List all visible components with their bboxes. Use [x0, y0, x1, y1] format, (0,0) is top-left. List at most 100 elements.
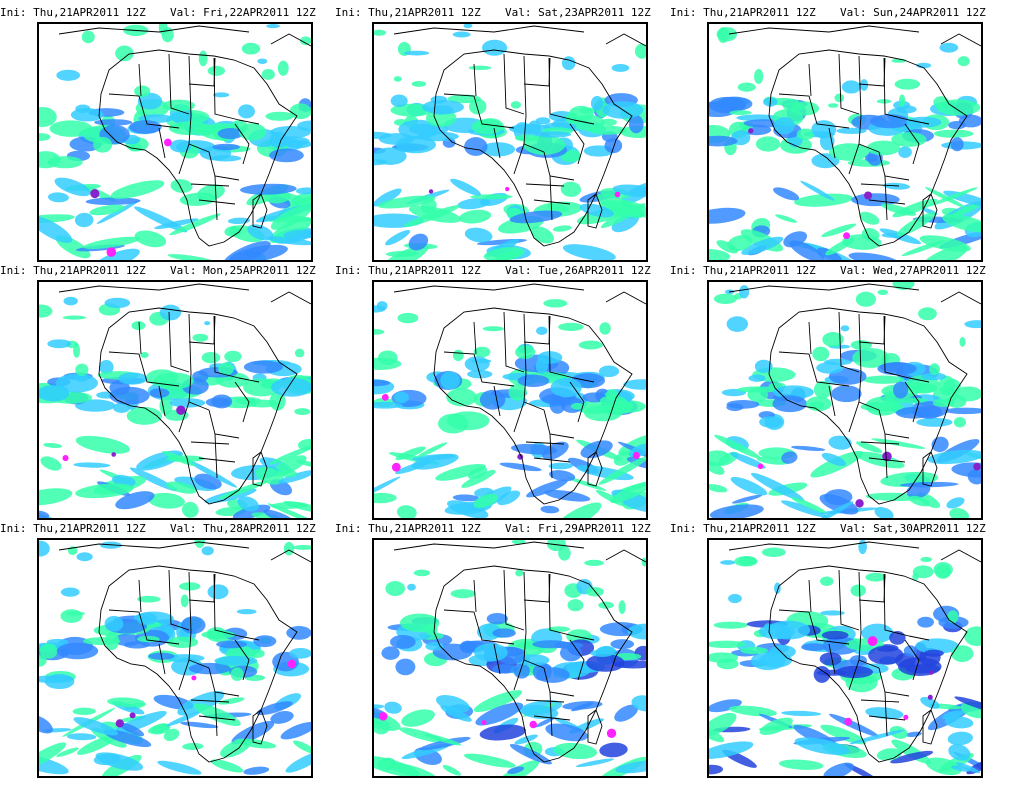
country-border [188, 571, 192, 633]
rain-cell [62, 315, 87, 320]
country-border [858, 571, 862, 633]
rain-cell [129, 120, 162, 134]
rain-cell [836, 127, 867, 135]
country-border [238, 377, 260, 383]
country-border [443, 93, 515, 129]
heavy-rain-core [903, 714, 909, 720]
heavy-rain-core [614, 191, 621, 198]
coastlines-borders [728, 541, 981, 763]
rain-cell [811, 153, 840, 169]
rain-cell [841, 80, 861, 94]
rain-cell [927, 449, 981, 465]
rain-cell [204, 321, 211, 326]
rain-cell [517, 654, 550, 666]
rain-cell [509, 743, 552, 765]
rain-cell [390, 94, 408, 108]
rain-cell [378, 133, 415, 145]
init-time-label: Ini: Thu,21APR2011 12Z [335, 522, 481, 535]
rain-cell [731, 494, 763, 504]
rain-cell [928, 187, 978, 207]
rain-cell [43, 442, 63, 449]
rain-cell [76, 552, 93, 562]
country-border [158, 385, 166, 417]
rain-cell [855, 451, 905, 469]
coastlines-borders [58, 541, 311, 763]
country-border [908, 119, 930, 125]
country-border [868, 715, 906, 721]
init-time-label: Ini: Thu,21APR2011 12Z [670, 522, 816, 535]
rain-cell [390, 634, 416, 649]
rain-cell [374, 29, 387, 36]
rain-cell [218, 362, 234, 376]
rain-cell [39, 385, 70, 402]
rain-cell [447, 500, 489, 518]
precip-map [37, 538, 313, 778]
country-border [503, 569, 525, 631]
forecast-panel: Ini: Thu,21APR2011 12Z Val: Thu,28APR2011… [0, 520, 330, 782]
country-border [108, 351, 180, 387]
rain-cell [796, 128, 815, 140]
rain-cell [66, 733, 97, 741]
rain-cell [198, 50, 208, 67]
rain-cell [377, 350, 398, 365]
madagascar-coastline [252, 709, 268, 745]
country-border [513, 401, 525, 433]
panel-header: Ini: Thu,21APR2011 12Z Val: Sat,23APR2011… [335, 4, 665, 22]
rain-cell [820, 724, 867, 745]
rain-cell [477, 623, 502, 641]
rain-cell [95, 752, 144, 771]
country-border [238, 119, 260, 125]
rain-cell [794, 193, 854, 207]
rain-cell [870, 114, 910, 129]
rain-cell [464, 227, 493, 243]
country-border [828, 643, 836, 675]
rain-cell [605, 389, 619, 401]
precipitation-field [374, 24, 646, 260]
rain-cell [856, 441, 883, 453]
rain-cell [588, 125, 627, 135]
coastline [58, 283, 250, 293]
rain-cell [277, 60, 289, 76]
rain-cell [714, 434, 762, 459]
rain-cell [39, 214, 75, 223]
panel-header: Ini: Thu,21APR2011 12Z Val: Sun,24APR2011… [670, 4, 1000, 22]
country-border [868, 457, 906, 463]
rain-cell [877, 289, 888, 296]
country-border [198, 457, 236, 463]
rain-cell [397, 312, 419, 324]
rain-cell [546, 540, 566, 552]
coastlines-borders [728, 283, 981, 505]
rain-cell [920, 556, 933, 563]
rain-cell [159, 396, 173, 415]
rain-cell [229, 244, 288, 260]
country-border [198, 715, 236, 721]
rain-cell [894, 78, 921, 90]
rain-cell [821, 223, 857, 238]
country-border [188, 315, 216, 345]
rain-cell [726, 403, 744, 412]
country-border [443, 351, 515, 387]
rain-cell [474, 643, 508, 662]
rain-cell [385, 229, 411, 246]
rain-cell [374, 328, 385, 335]
rain-cell [297, 439, 311, 451]
rain-cell [166, 481, 197, 494]
rain-cell [452, 494, 480, 502]
rain-cell [726, 316, 749, 332]
forecast-panel: Ini: Thu,21APR2011 12Z Val: Wed,27APR2011… [670, 262, 1000, 524]
country-border [860, 183, 900, 187]
rain-cell [794, 737, 850, 755]
rain-cell [166, 711, 201, 727]
rain-cell [93, 136, 113, 153]
rain-cell [470, 194, 513, 200]
country-border [533, 715, 571, 721]
rain-cell [957, 56, 970, 67]
country-border [549, 175, 553, 221]
country-border [848, 143, 860, 175]
rain-cell [598, 365, 620, 378]
rain-cell [759, 416, 783, 428]
rain-cell [544, 489, 591, 502]
precipitation-field [709, 27, 981, 260]
coastlines-borders [393, 541, 646, 763]
rain-cell [224, 350, 242, 363]
